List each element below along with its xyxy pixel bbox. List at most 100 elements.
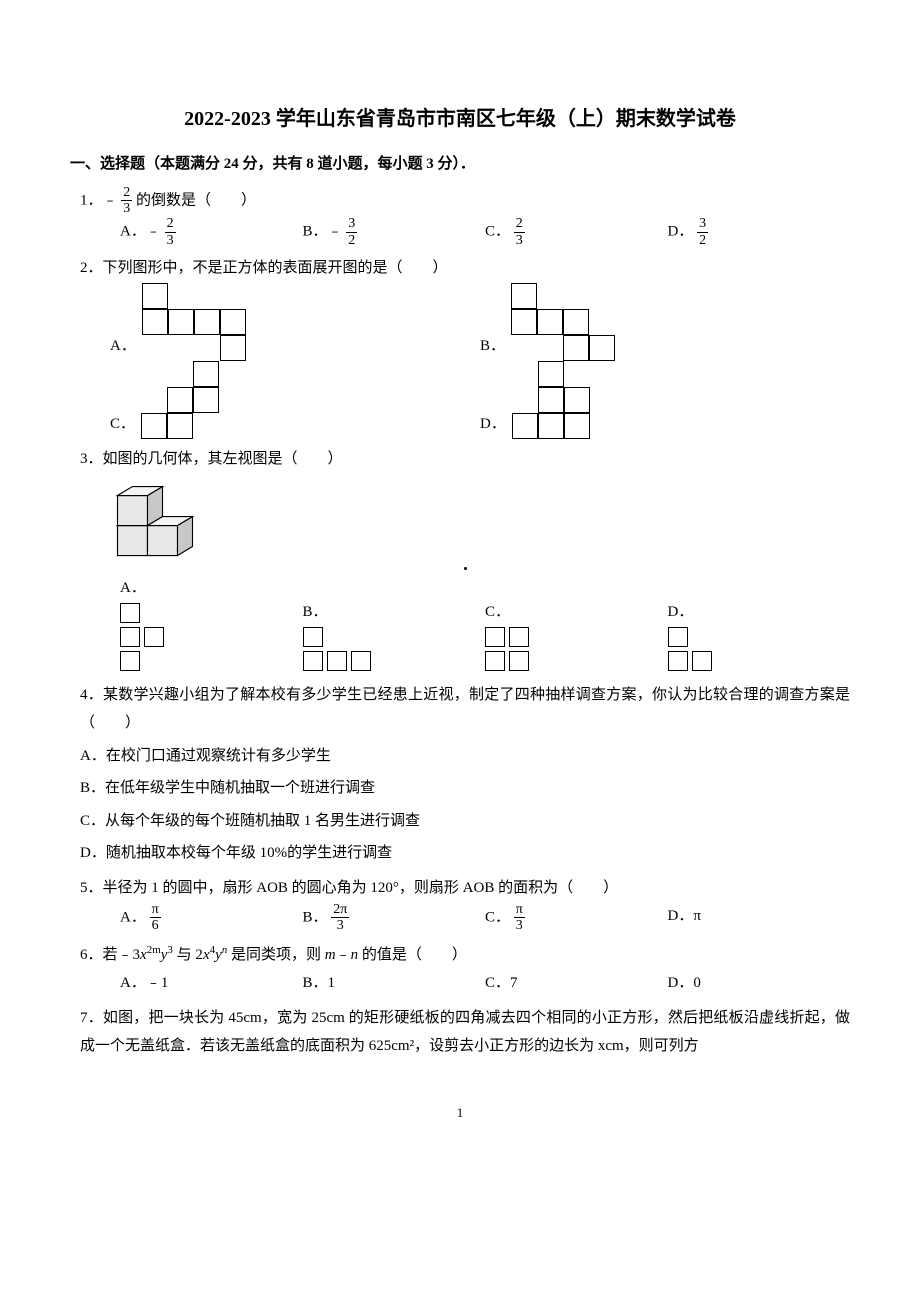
q6-option-d: D．0 bbox=[668, 969, 851, 998]
q1-d-prefix: D． bbox=[668, 224, 694, 240]
divider-dot-icon bbox=[464, 567, 467, 570]
q7-stem: 7．如图，把一块长为 45cm，宽为 25cm 的矩形硬纸板的四角减去四个相同的… bbox=[80, 1010, 850, 1055]
section-heading: 一、选择题（本题满分 24 分，共有 8 道小题，每小题 3 分）． bbox=[70, 150, 850, 179]
q2-net-d bbox=[512, 361, 590, 439]
q1-b-prefix: B．﹣ bbox=[303, 224, 343, 240]
q1-option-d: D． 32 bbox=[668, 216, 851, 248]
q3-option-d: D． bbox=[668, 598, 851, 675]
q1-b-den: 2 bbox=[346, 233, 357, 248]
q5-a-den: 6 bbox=[150, 918, 161, 933]
q6-options: A．﹣1 B．1 C．7 D．0 bbox=[120, 969, 850, 998]
q1-a-prefix: A．﹣ bbox=[120, 224, 161, 240]
q3-d-label: D． bbox=[668, 604, 694, 620]
q1-options: A．﹣ 23 B．﹣ 32 C． 23 D． 32 bbox=[120, 216, 850, 248]
q4-option-c: C．从每个年级的每个班随机抽取 1 名男生进行调查 bbox=[80, 807, 850, 836]
q5-option-d: D．π bbox=[668, 902, 851, 934]
q6-t6: x bbox=[203, 947, 210, 963]
q2-net-c bbox=[141, 361, 219, 439]
page-title: 2022-2023 学年山东省青岛市市南区七年级（上）期末数学试卷 bbox=[70, 100, 850, 138]
q3-view-b bbox=[303, 627, 486, 675]
q5-c-den: 3 bbox=[514, 918, 525, 933]
q3-view-a bbox=[120, 603, 303, 675]
q2-row-1: A． B． bbox=[110, 283, 850, 361]
q1-option-b: B．﹣ 32 bbox=[303, 216, 486, 248]
q6-t5: 与 2 bbox=[173, 947, 203, 963]
q5-a-num: π bbox=[150, 902, 161, 918]
q1-a-frac: 23 bbox=[165, 216, 176, 248]
q6-option-b: B．1 bbox=[303, 969, 486, 998]
q1-option-c: C． 23 bbox=[485, 216, 668, 248]
q5-b-frac: 2π3 bbox=[331, 902, 349, 934]
question-6: 6．若﹣3x2my3 与 2x4yn 是同类项，则 m﹣n 的值是（ ） A．﹣… bbox=[80, 940, 850, 998]
q2-net-b bbox=[511, 283, 615, 361]
q2-stem: 2．下列图形中，不是正方体的表面展开图的是（ ） bbox=[80, 260, 448, 276]
q5-c-prefix: C． bbox=[485, 909, 510, 925]
q6-t0: 6．若﹣3 bbox=[80, 947, 140, 963]
q3-figure bbox=[110, 473, 850, 563]
q1-frac-num: 2 bbox=[121, 185, 132, 201]
q1-d-num: 3 bbox=[697, 216, 708, 232]
q5-stem: 5．半径为 1 的圆中，扇形 AOB 的圆心角为 120°，则扇形 AOB 的面… bbox=[80, 880, 618, 896]
q1-c-den: 3 bbox=[514, 233, 525, 248]
q3-c-label: C． bbox=[485, 604, 510, 620]
q3-view-d bbox=[668, 627, 851, 675]
q5-option-b: B． 2π3 bbox=[303, 902, 486, 934]
q6-t14: 的值是（ ） bbox=[358, 947, 467, 963]
q4-option-a: A．在校门口通过观察统计有多少学生 bbox=[80, 742, 850, 771]
q2-d-label: D． bbox=[480, 410, 506, 439]
q5-a-prefix: A． bbox=[120, 909, 146, 925]
q2-option-c: C． bbox=[110, 361, 480, 439]
q5-options: A． π6 B． 2π3 C． π3 D．π bbox=[120, 902, 850, 934]
q1-c-prefix: C． bbox=[485, 224, 510, 240]
q5-a-frac: π6 bbox=[150, 902, 161, 934]
q2-b-label: B． bbox=[480, 332, 505, 361]
q1-a-den: 3 bbox=[165, 233, 176, 248]
q1-c-num: 2 bbox=[514, 216, 525, 232]
q3-view-c bbox=[485, 627, 668, 675]
q4-stem: 4．某数学兴趣小组为了解本校有多少学生已经患上近视，制定了四种抽样调查方案，你认… bbox=[80, 687, 850, 732]
q4-option-b: B．在低年级学生中随机抽取一个班进行调查 bbox=[80, 774, 850, 803]
q5-option-a: A． π6 bbox=[120, 902, 303, 934]
q6-t11: m bbox=[325, 947, 336, 963]
q1-d-frac: 32 bbox=[697, 216, 708, 248]
q1-stem-prefix: 1．﹣ bbox=[80, 192, 118, 208]
q5-b-num: 2π bbox=[331, 902, 349, 918]
q3-stem: 3．如图的几何体，其左视图是（ ） bbox=[80, 451, 343, 467]
q1-option-a: A．﹣ 23 bbox=[120, 216, 303, 248]
question-4: 4．某数学兴趣小组为了解本校有多少学生已经患上近视，制定了四种抽样调查方案，你认… bbox=[80, 681, 850, 868]
q2-option-d: D． bbox=[480, 361, 850, 439]
q2-a-label: A． bbox=[110, 332, 136, 361]
q2-row-2: C． D． bbox=[110, 361, 850, 439]
question-3: 3．如图的几何体，其左视图是（ ） A． bbox=[80, 445, 850, 675]
q1-a-num: 2 bbox=[165, 216, 176, 232]
q3-a-label: A． bbox=[120, 580, 146, 596]
q3-option-a: A． bbox=[120, 574, 303, 675]
q6-t8: y bbox=[215, 947, 222, 963]
q6-t2: 2m bbox=[147, 944, 161, 956]
q6-stem: 6．若﹣3x2my3 与 2x4yn 是同类项，则 m﹣n 的值是（ ） bbox=[80, 947, 467, 963]
q6-t1: x bbox=[140, 947, 147, 963]
q2-option-b: B． bbox=[480, 283, 850, 361]
q1-d-den: 2 bbox=[697, 233, 708, 248]
q6-t10: 是同类项，则 bbox=[227, 947, 325, 963]
q6-option-c: C．7 bbox=[485, 969, 668, 998]
question-1: 1．﹣ 2 3 的倒数是（ ） A．﹣ 23 B．﹣ 32 C． 23 D． 3… bbox=[80, 185, 850, 249]
q5-c-frac: π3 bbox=[514, 902, 525, 934]
q2-c-label: C． bbox=[110, 410, 135, 439]
question-2: 2．下列图形中，不是正方体的表面展开图的是（ ） A． B． C． bbox=[80, 254, 850, 439]
q5-b-den: 3 bbox=[331, 918, 349, 933]
q1-b-num: 3 bbox=[346, 216, 357, 232]
q3-cube-icon bbox=[110, 473, 200, 563]
q3-options: A． B． C． D． bbox=[120, 574, 850, 675]
q1-frac-den: 3 bbox=[121, 201, 132, 216]
question-7: 7．如图，把一块长为 45cm，宽为 25cm 的矩形硬纸板的四角减去四个相同的… bbox=[80, 1004, 850, 1061]
q1-fraction: 2 3 bbox=[121, 185, 132, 217]
q3-option-c: C． bbox=[485, 598, 668, 675]
q1-stem-suffix: 的倒数是（ ） bbox=[136, 192, 256, 208]
question-5: 5．半径为 1 的圆中，扇形 AOB 的圆心角为 120°，则扇形 AOB 的面… bbox=[80, 874, 850, 934]
q5-d-text: D．π bbox=[668, 908, 701, 924]
q4-option-d: D．随机抽取本校每个年级 10%的学生进行调查 bbox=[80, 839, 850, 868]
q3-option-b: B． bbox=[303, 598, 486, 675]
q1-c-frac: 23 bbox=[514, 216, 525, 248]
q1-b-frac: 32 bbox=[346, 216, 357, 248]
